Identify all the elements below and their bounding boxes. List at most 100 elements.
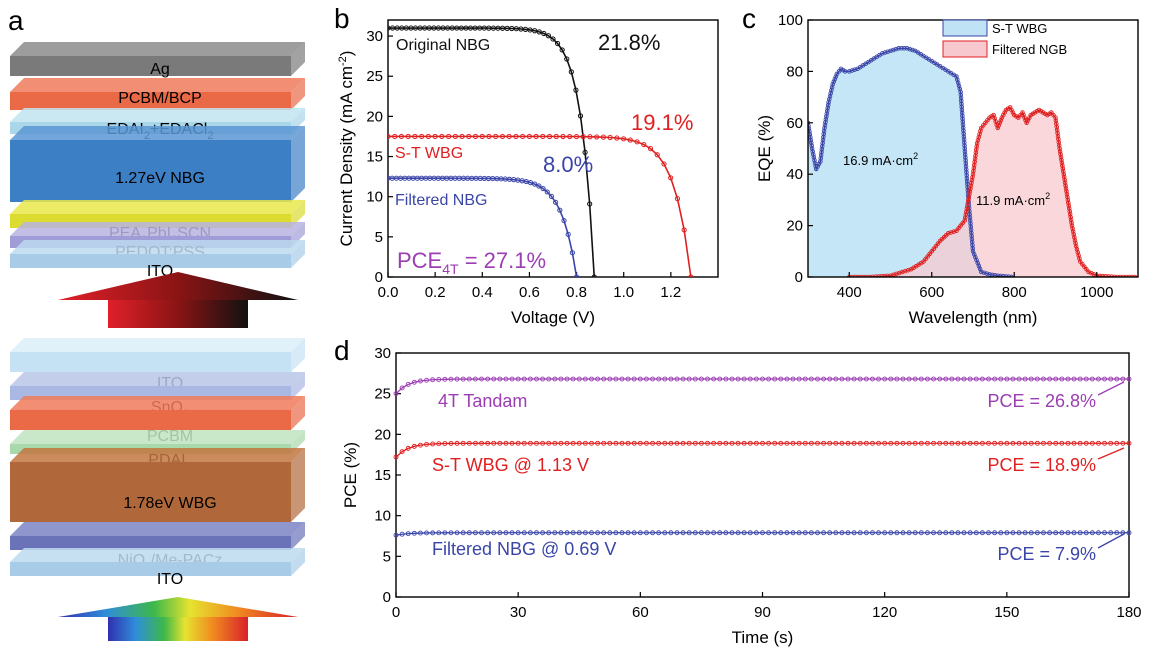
pce-point: [735, 376, 741, 382]
panel-c-eqe-spectra: c 400 600 800 1000 0 20 40 60 80 100 Wavelength (nm…: [742, 3, 1139, 327]
eqe-point: [968, 218, 973, 223]
pce-point: [1096, 440, 1101, 446]
pce-point: [967, 530, 973, 536]
pce-point: [631, 376, 637, 382]
annotation-arrow: [1097, 533, 1125, 549]
layer-pcbm: PCBM: [10, 396, 305, 445]
pce-point: [802, 440, 808, 446]
eqe-point: [961, 134, 967, 139]
pce-point: [564, 530, 570, 536]
jv-point: [506, 133, 512, 140]
eqe-point: [969, 239, 975, 245]
pce-point: [527, 376, 533, 382]
eqe-point: [820, 140, 825, 146]
pce-point: [1022, 440, 1028, 446]
wbg-device-stack: ITOSnO2PCBMPDAI21.78eV WBGNiOx/Me-PACzIT…: [10, 338, 305, 588]
pce-point: [656, 376, 662, 382]
pce-point: [931, 440, 936, 446]
eqe-point: [849, 274, 855, 277]
pce-trace-0: [395, 378, 1129, 395]
pce-point: [937, 440, 943, 446]
jv-point: [486, 133, 492, 140]
pce-point: [546, 530, 552, 536]
jv-point: [573, 133, 580, 140]
eqe-point: [962, 152, 968, 157]
pce-point: [906, 530, 912, 536]
y-tick-label: 100: [778, 12, 803, 29]
pce-point: [601, 530, 607, 536]
layer-nbg: 1.27eV NBG: [10, 126, 305, 202]
panel-letter-b: b: [334, 3, 350, 34]
panel-letter-d: d: [334, 335, 350, 366]
eqe-point: [1056, 136, 1061, 142]
pce-point: [1102, 376, 1108, 382]
eqe-point: [825, 105, 830, 111]
y-tick-label: 5: [375, 229, 383, 246]
jv-point: [568, 69, 574, 75]
y-tick-label: 0: [375, 269, 383, 286]
y-tick-label: 30: [366, 28, 383, 45]
eqe-point: [970, 171, 976, 177]
pce-point: [497, 530, 503, 536]
pce-point: [521, 440, 527, 446]
jv-point: [548, 193, 555, 199]
eqe-point: [1059, 157, 1064, 163]
eqe-point: [823, 119, 828, 125]
pce-point: [735, 530, 741, 536]
eqe-point: [1063, 183, 1068, 188]
pce-point: [686, 376, 692, 382]
eqe-point: [811, 152, 816, 157]
efficiency-annotation: 21.8%: [598, 30, 660, 55]
x-tick-label: 800: [1002, 284, 1027, 301]
pce-point: [430, 377, 436, 383]
x-tick-label: 90: [754, 604, 771, 621]
pce-point: [949, 440, 955, 446]
eqe-point: [962, 218, 968, 223]
pce-point: [576, 530, 582, 536]
jv-point: [388, 133, 391, 140]
jv-point: [681, 227, 687, 233]
pce-point: [857, 530, 863, 536]
pce-point: [692, 530, 698, 536]
eqe-point: [855, 274, 861, 277]
eqe-point: [964, 176, 970, 181]
pce-point: [503, 440, 509, 446]
pce-point: [1028, 530, 1034, 536]
jv-point: [594, 134, 600, 140]
layer-nbg-label: 1.27eV NBG: [115, 170, 205, 187]
pce-point: [625, 530, 631, 536]
jv-point: [620, 136, 627, 142]
eqe-point: [1067, 211, 1073, 217]
y-axis-title: Current Density (mA cm-2): [337, 51, 356, 247]
eqe-point: [963, 212, 969, 217]
eqe-point: [960, 116, 965, 121]
eqe-point: [809, 143, 814, 148]
eqe-point: [827, 93, 833, 99]
pce-point: [924, 376, 930, 382]
pce-point: [845, 376, 851, 382]
pce-point: [894, 440, 900, 446]
eqe-point: [899, 46, 904, 51]
jv-point: [493, 133, 499, 140]
x-tick-label: 30: [510, 604, 527, 621]
pce-point: [717, 376, 723, 382]
pce-point: [534, 376, 539, 382]
pce-point: [1047, 440, 1053, 446]
plot-frame: [387, 19, 719, 278]
pce-point: [937, 530, 943, 536]
jv-point: [641, 141, 647, 148]
eqe-point: [970, 245, 975, 251]
pce-point: [534, 530, 539, 536]
pce-point: [717, 440, 723, 446]
jv-point: [565, 231, 571, 237]
pce-point: [411, 379, 417, 385]
pce-point: [491, 440, 497, 446]
pce-point: [1126, 376, 1132, 382]
pce-point: [472, 440, 478, 446]
eqe-point: [1072, 235, 1077, 240]
pce-point: [656, 440, 662, 446]
pce-point: [393, 391, 399, 397]
eqe-point: [998, 273, 1003, 277]
eqe-point: [1062, 177, 1067, 183]
jv-point: [591, 274, 597, 277]
